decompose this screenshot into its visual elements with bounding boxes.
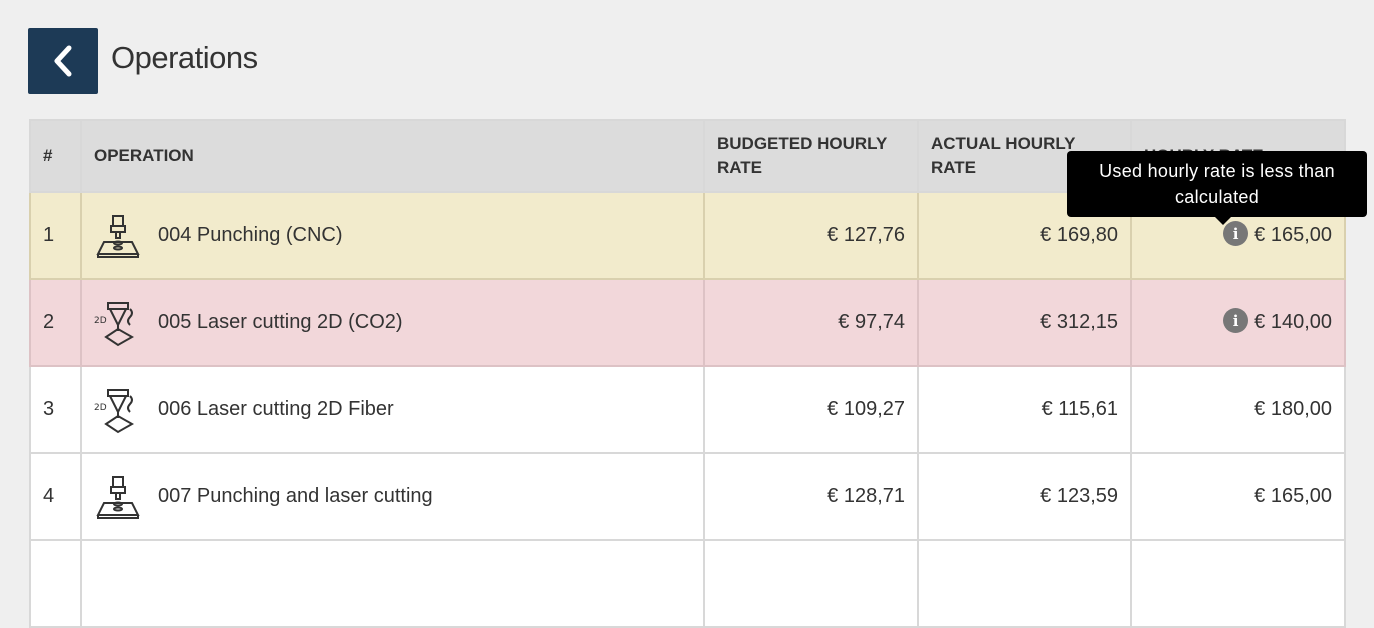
- hourly-rate: € 165,00: [1254, 223, 1332, 246]
- laser-cutting-2d-icon: [94, 301, 133, 346]
- operation-cell: 007 Punching and laser cutting: [80, 452, 705, 541]
- operation-name[interactable]: 005 Laser cutting 2D (CO2): [158, 311, 403, 333]
- budgeted-rate: € 109,27: [703, 365, 919, 454]
- hourly-rate: € 180,00: [1254, 398, 1332, 420]
- column-header-budgeted[interactable]: BUDGETED HOURLY RATE: [703, 119, 919, 193]
- laser-cutting-2d-icon: [94, 388, 133, 433]
- table-row[interactable]: 4 007 Punching and laser cutting € 128,7…: [29, 452, 1346, 541]
- budgeted-rate: € 127,76: [703, 191, 919, 280]
- hourly-rate-cell: i € 140,00: [1130, 278, 1346, 367]
- table-row[interactable]: 2 005 Laser cutting 2D (CO2) € 97,74 € 3…: [29, 278, 1346, 367]
- operation-name[interactable]: 006 Laser cutting 2D Fiber: [158, 398, 394, 420]
- row-number: 3: [29, 365, 82, 454]
- info-icon[interactable]: i: [1223, 221, 1249, 246]
- table-row[interactable]: [29, 539, 1346, 628]
- punching-laser-icon: [97, 475, 139, 519]
- hourly-rate: € 140,00: [1254, 310, 1332, 333]
- table-row[interactable]: 3 006 Laser cutting 2D Fiber € 109,27 € …: [29, 365, 1346, 454]
- actual-rate: € 123,59: [917, 452, 1132, 541]
- operation-name[interactable]: 007 Punching and laser cutting: [158, 485, 433, 507]
- chevron-left-icon: [54, 45, 72, 77]
- page-title: Operations: [111, 40, 258, 75]
- hourly-rate-cell: € 180,00: [1130, 365, 1346, 454]
- row-number: 2: [29, 278, 82, 367]
- operation-cell: 004 Punching (CNC): [80, 191, 705, 280]
- punching-cnc-icon: [97, 214, 139, 258]
- column-header-operation[interactable]: OPERATION: [80, 119, 705, 193]
- actual-rate: € 115,61: [917, 365, 1132, 454]
- tooltip: Used hourly rate is less than calculated: [1067, 151, 1367, 225]
- operation-cell: 005 Laser cutting 2D (CO2): [80, 278, 705, 367]
- budgeted-rate: € 97,74: [703, 278, 919, 367]
- row-number: 4: [29, 452, 82, 541]
- budgeted-rate: € 128,71: [703, 452, 919, 541]
- operation-name[interactable]: 004 Punching (CNC): [158, 224, 343, 246]
- info-icon[interactable]: i: [1223, 308, 1249, 333]
- row-number: 1: [29, 191, 82, 280]
- back-button[interactable]: [28, 28, 98, 94]
- column-header-number[interactable]: #: [29, 119, 82, 193]
- hourly-rate: € 165,00: [1254, 485, 1332, 507]
- hourly-rate-cell: € 165,00: [1130, 452, 1346, 541]
- actual-rate: € 312,15: [917, 278, 1132, 367]
- operation-cell: 006 Laser cutting 2D Fiber: [80, 365, 705, 454]
- table-row[interactable]: 1 004 Punching (CNC) € 127,76 € 169,80 i…: [29, 191, 1346, 280]
